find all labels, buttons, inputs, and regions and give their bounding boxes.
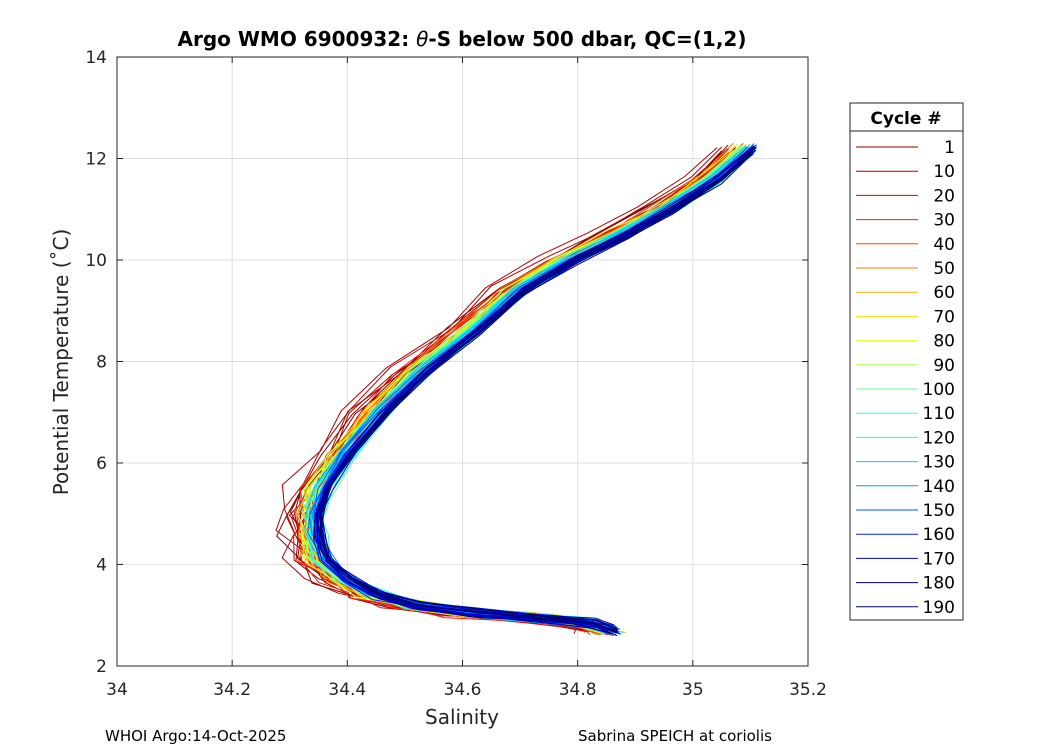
legend-label-cycle-30: 30 [933,211,955,231]
x-tick-label: 34.4 [328,680,366,700]
legend-label-cycle-130: 130 [923,453,955,473]
legend-label-cycle-170: 170 [923,549,955,569]
legend-label-cycle-80: 80 [933,332,955,352]
legend-label-cycle-100: 100 [923,380,955,400]
legend-label-cycle-190: 190 [923,598,955,618]
legend-items: 1102030405060708090100110120130140150160… [856,138,955,618]
x-tick-label: 34.8 [559,680,597,700]
legend-label-cycle-90: 90 [933,356,955,376]
chart-title: Argo WMO 6900932: θ-S below 500 dbar, QC… [178,27,747,51]
legend-label-cycle-40: 40 [933,235,955,255]
legend-label-cycle-150: 150 [923,501,955,521]
profile-line-cycle-190 [319,149,757,634]
legend-label-cycle-10: 10 [933,162,955,182]
title-theta: θ [416,27,428,51]
title-suffix: -S below 500 dbar, QC=(1,2) [428,27,746,51]
legend-label-cycle-120: 120 [923,428,955,448]
y-tick-label: 14 [85,48,107,68]
legend-label-cycle-110: 110 [923,404,955,424]
legend-title: Cycle # [870,109,941,129]
grid [117,57,808,666]
legend-label-cycle-50: 50 [933,259,955,279]
ticks-layer: 34 34.2 34.4 34.6 34.8 35 35.2 2 4 6 8 10 12 14 [85,48,827,700]
title-prefix: Argo WMO 6900932: [178,27,417,51]
legend-label-cycle-160: 160 [923,525,955,545]
footer-left: WHOI Argo:14-Oct-2025 [105,727,286,745]
y-tick-label: 2 [96,657,107,677]
footer-right: Sabrina SPEICH at coriolis [578,727,772,745]
legend-label-cycle-1: 1 [944,138,955,158]
y-axis-label: Potential Temperature (˚C) [49,229,73,496]
y-tick-label: 8 [96,353,107,373]
legend-label-cycle-60: 60 [933,283,955,303]
x-tick-label: 35.2 [789,680,827,700]
y-tick-label: 6 [96,454,107,474]
profiles-layer [275,142,758,637]
legend-label-cycle-140: 140 [923,477,955,497]
profile-line-cycle-190 [319,146,756,631]
legend: Cycle # 11020304050607080901001101201301… [849,102,964,621]
x-axis-label: Salinity [425,705,499,729]
x-tick-label: 34.2 [213,680,251,700]
legend-label-cycle-20: 20 [933,186,955,206]
legend-label-cycle-180: 180 [923,574,955,594]
profile-line-cycle-180 [313,151,753,636]
x-tick-label: 35 [682,680,704,700]
legend-label-cycle-70: 70 [933,307,955,327]
x-tick-label: 34 [106,680,128,700]
y-tick-label: 4 [96,556,107,576]
x-tick-label: 34.6 [444,680,482,700]
y-tick-label: 12 [85,150,107,170]
y-tick-label: 10 [85,251,107,271]
